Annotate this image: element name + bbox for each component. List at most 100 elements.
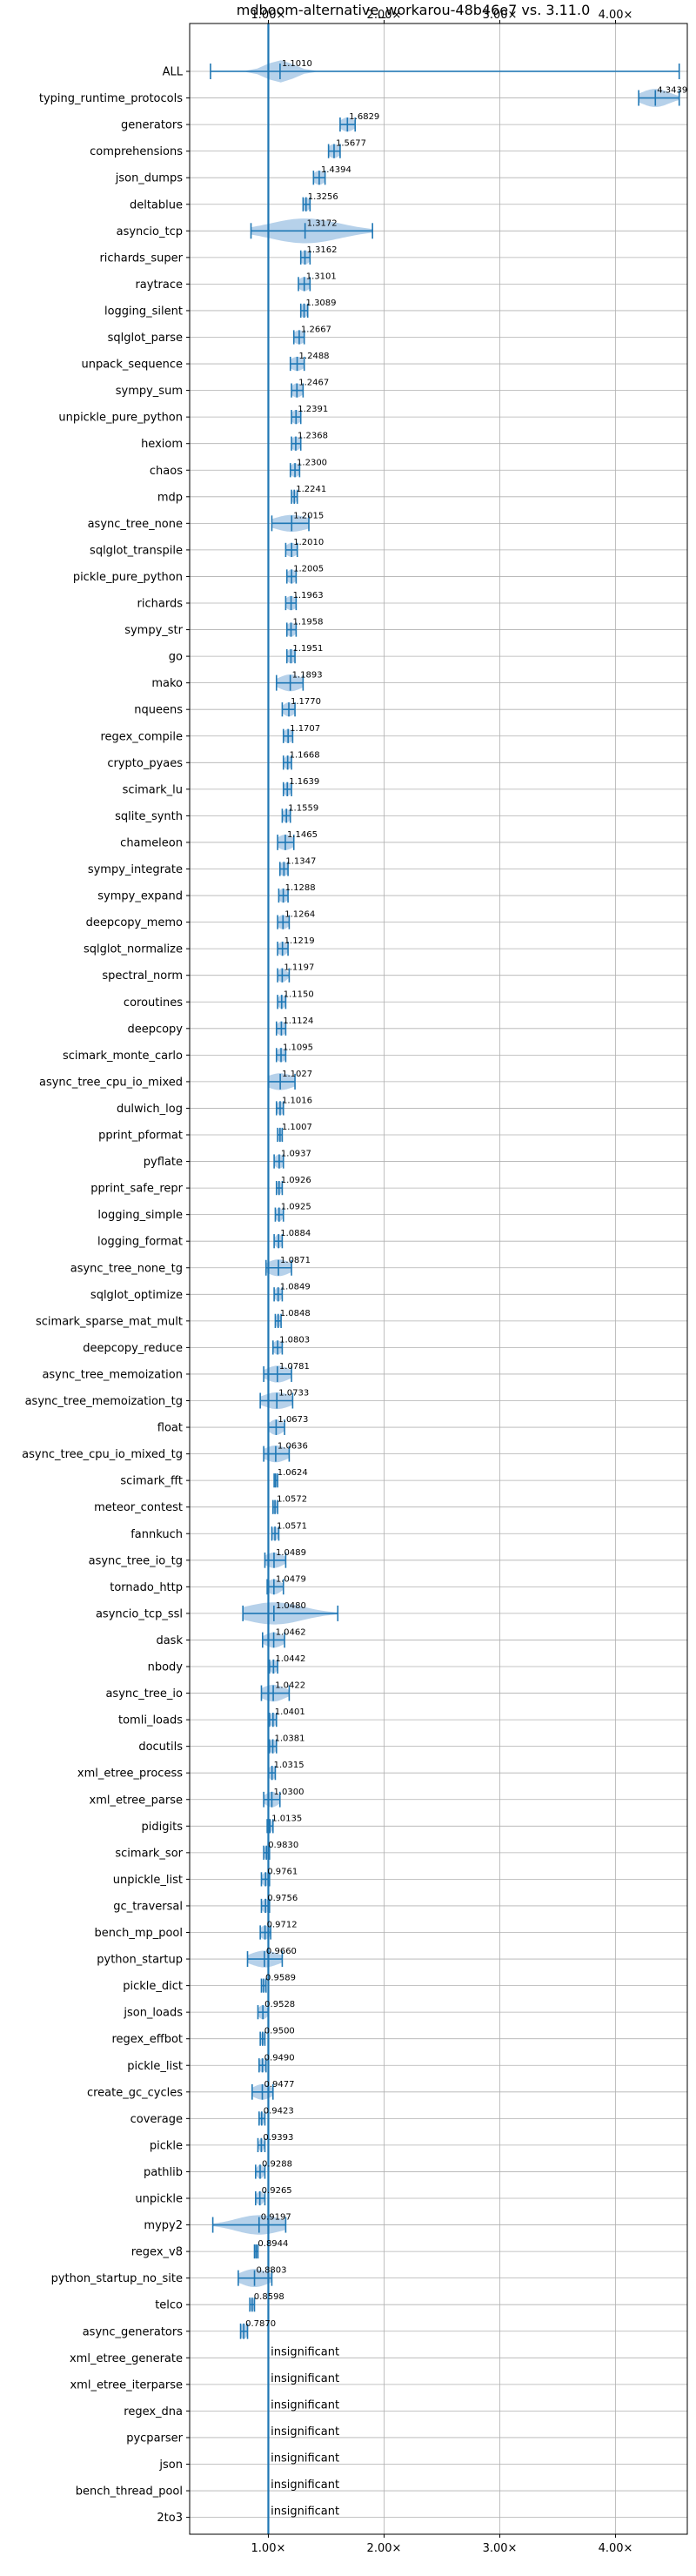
row-label-logging_silent: logging_silent [104,305,183,318]
row-label-pprint_safe_repr: pprint_safe_repr [90,1183,183,1196]
row-label-meteor_contest: meteor_contest [94,1501,183,1514]
row-label-spectral_norm: spectral_norm [102,969,183,983]
row-label-regex_dna: regex_dna [124,2405,183,2418]
row-label-json: json [158,2459,183,2472]
data-label-logging_silent: 1.3089 [306,299,337,308]
data-label-sympy_sum: 1.2467 [298,379,329,388]
data-label-regex_dna: insignificant [271,2398,339,2412]
data-label-mypy2: 0.9197 [261,2213,291,2223]
data-label-pickle_list: 0.9490 [264,2053,295,2063]
row-label-sqlglot_parse: sqlglot_parse [108,332,183,345]
row-label-unpickle_list: unpickle_list [113,1874,183,1887]
row-label-tornado_http: tornado_http [110,1581,183,1594]
row-label-tomli_loads: tomli_loads [118,1714,183,1727]
row-label-deepcopy_memo: deepcopy_memo [86,916,183,929]
row-label-async_tree_none_tg: async_tree_none_tg [70,1262,183,1275]
top-tick-label: 4.00× [599,9,633,22]
row-label-sympy_str: sympy_str [124,624,183,637]
bottom-tick-label: 4.00× [599,2542,633,2555]
row-label-telco: telco [155,2299,183,2312]
row-label-sqlglot_optimize: sqlglot_optimize [90,1289,183,1302]
axes [186,20,688,2538]
row-label-dulwich_log: dulwich_log [117,1103,183,1116]
data-label-deepcopy: 1.1124 [283,1016,313,1026]
data-label-unpack_sequence: 1.2488 [299,352,330,361]
row-label-sqlglot_normalize: sqlglot_normalize [84,943,183,956]
row-label-coverage: coverage [130,2113,183,2126]
data-label-sympy_str: 1.1958 [293,618,324,627]
data-label-generators: 1.6829 [349,112,379,122]
top-tick-label: 3.00× [483,9,518,22]
row-label-unpickle_pure_python: unpickle_pure_python [58,412,183,425]
row-label-dask: dask [156,1634,183,1647]
row-label-asyncio_tcp_ssl: asyncio_tcp_ssl [96,1607,183,1620]
row-label-crypto_pyaes: crypto_pyaes [107,757,183,770]
data-label-scimark_lu: 1.1639 [289,777,319,787]
data-label-async_generators: 0.7870 [245,2319,276,2329]
data-label-regex_v8: 0.8944 [258,2239,288,2249]
row-label-logging_simple: logging_simple [97,1209,183,1222]
row-label-ALL: ALL [163,66,184,79]
chart-title: mdboom-alternative_workarou-48b46e7 vs. … [237,2,591,19]
row-label-regex_effbot: regex_effbot [111,2033,183,2046]
row-label-async_tree_memoization_tg: async_tree_memoization_tg [25,1395,183,1408]
data-label-xml_etree_process: 1.0315 [274,1761,304,1770]
data-label-coroutines: 1.1150 [284,989,314,999]
data-label-dulwich_log: 1.1016 [282,1096,312,1105]
data-label-scimark_fft: 1.0624 [278,1468,308,1478]
row-label-fannkuch: fannkuch [130,1528,183,1541]
data-label-logging_simple: 1.0925 [281,1203,311,1212]
row-label-bench_thread_pool: bench_thread_pool [76,2485,183,2499]
data-label-bench_mp_pool: 0.9712 [267,1921,298,1930]
data-label-coverage: 0.9423 [264,2106,294,2116]
data-label-async_tree_io_tg: 1.0489 [276,1548,306,1558]
data-label-python_startup_no_site: 0.8803 [257,2266,287,2276]
top-tick-label: 1.00× [251,9,286,22]
row-label-scimark_monte_carlo: scimark_monte_carlo [63,1050,183,1063]
row-label-hexiom: hexiom [141,438,183,451]
row-label-coroutines: coroutines [124,996,183,1010]
row-label-mdp: mdp [157,491,183,504]
row-label-richards: richards [137,598,184,611]
data-label-json_dumps: 1.4394 [321,165,351,175]
data-label-asyncio_tcp_ssl: 1.0480 [276,1601,306,1611]
violins [210,60,680,2339]
row-label-gc_traversal: gc_traversal [113,1900,183,1913]
row-label-async_tree_none: async_tree_none [88,518,183,531]
row-label-async_tree_cpu_io_mixed_tg: async_tree_cpu_io_mixed_tg [22,1448,183,1461]
row-label-pyflate: pyflate [144,1156,183,1169]
data-label-hexiom: 1.2368 [298,432,328,441]
data-label-pprint_pformat: 1.1007 [282,1123,312,1132]
row-label-unpickle: unpickle [135,2193,183,2206]
row-label-mako: mako [151,677,183,690]
row-label-nbody: nbody [148,1661,184,1674]
row-label-sqlglot_transpile: sqlglot_transpile [90,544,183,557]
data-label-pprint_safe_repr: 1.0926 [281,1176,311,1185]
row-label-sqlite_synth: sqlite_synth [115,810,183,823]
data-label-raytrace: 1.3101 [306,272,337,281]
data-label-bench_thread_pool: insignificant [271,2479,339,2492]
row-label-sympy_integrate: sympy_integrate [88,863,183,876]
data-label-typing_runtime_protocols: 4.3439 [657,86,687,96]
data-label-tomli_loads: 1.0401 [275,1707,305,1717]
row-label-pickle_pure_python: pickle_pure_python [73,571,183,584]
labels: 1.00× 1.00× 2.00× 2.00× 3.00× 3.00× 4.00× 4.00×… [22,9,687,2555]
row-label-sympy_expand: sympy_expand [97,890,183,903]
row-label-pickle_dict: pickle_dict [123,1980,183,1993]
row-label-json_dumps: json_dumps [115,172,183,185]
row-label-typing_runtime_protocols: typing_runtime_protocols [39,92,183,105]
row-label-create_gc_cycles: create_gc_cycles [87,2086,183,2099]
data-label-unpickle_pure_python: 1.2391 [298,405,328,414]
data-label-pyflate: 1.0937 [281,1150,311,1159]
row-label-pidigits: pidigits [142,1821,184,1834]
data-label-tornado_http: 1.0479 [276,1574,306,1584]
row-label-xml_etree_generate: xml_etree_generate [70,2352,183,2365]
row-label-json_loads: json_loads [123,2007,183,2020]
data-label-crypto_pyaes: 1.1668 [290,750,320,760]
row-label-pickle: pickle [150,2139,183,2152]
row-label-chaos: chaos [150,465,183,478]
data-label-chameleon: 1.1465 [287,830,318,840]
row-label-mypy2: mypy2 [144,2219,183,2232]
row-label-raytrace: raytrace [135,278,183,292]
